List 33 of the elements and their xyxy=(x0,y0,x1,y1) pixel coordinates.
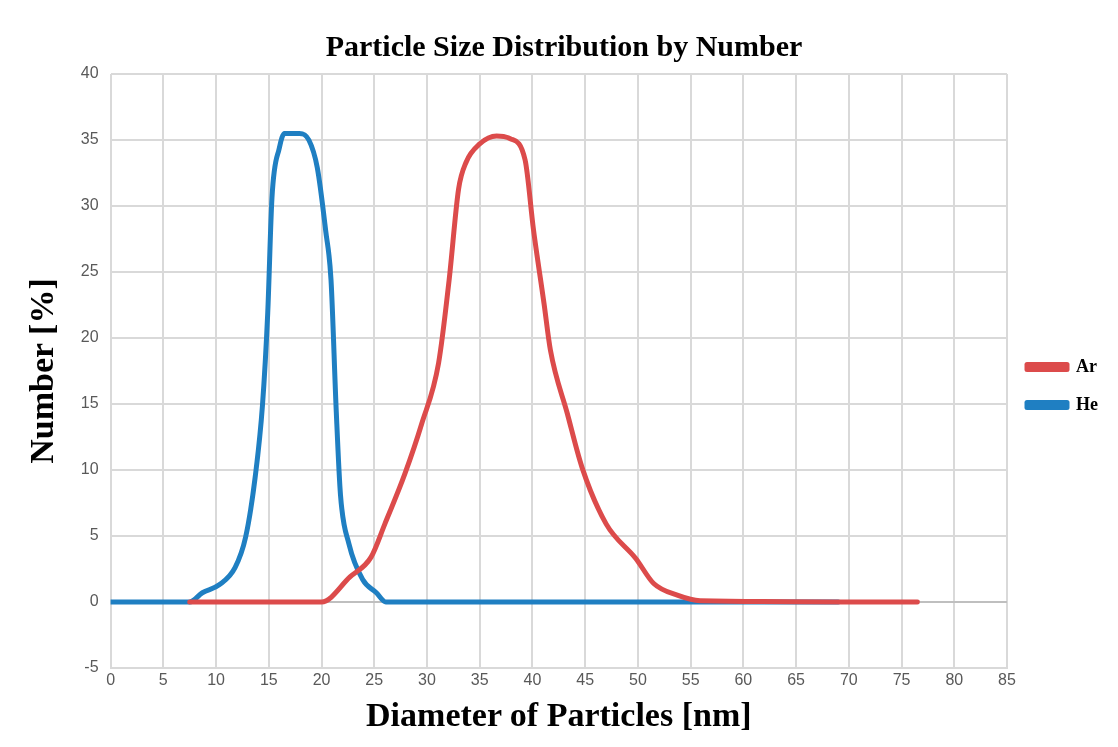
y-tick-label: 40 xyxy=(80,64,99,82)
y-axis-title: Number [%] xyxy=(23,278,61,464)
x-tick-label: 40 xyxy=(523,671,542,689)
y-tick-label: 0 xyxy=(89,592,99,610)
x-tick-label: 65 xyxy=(787,671,806,689)
x-axis-title: Diameter of Particles [nm] xyxy=(366,696,752,734)
x-tick-label: 80 xyxy=(945,671,964,689)
x-tick-label: 85 xyxy=(998,671,1017,689)
x-tick-label: 35 xyxy=(470,671,489,689)
x-tick-label: 55 xyxy=(681,671,700,689)
y-tick-label: -5 xyxy=(84,658,99,676)
legend-label: Ar xyxy=(1076,355,1098,376)
x-tick-label: 25 xyxy=(365,671,384,689)
x-tick-label: 50 xyxy=(629,671,647,689)
x-tick-label: 10 xyxy=(207,671,226,689)
y-tick-label: 15 xyxy=(80,394,99,412)
y-tick-label: 25 xyxy=(80,262,99,280)
x-tick-label: 20 xyxy=(312,671,331,689)
x-tick-label: 15 xyxy=(259,671,278,689)
y-tick-label: 35 xyxy=(80,130,99,148)
x-tick-label: 70 xyxy=(839,671,858,689)
x-tick-label: 60 xyxy=(734,671,753,689)
y-tick-label: 10 xyxy=(80,460,99,478)
chart-title: Particle Size Distribution by Number xyxy=(325,28,803,62)
x-tick-label: 75 xyxy=(892,671,911,689)
x-tick-label: 45 xyxy=(576,671,595,689)
x-tick-label: 0 xyxy=(106,671,116,689)
x-tick-label: 30 xyxy=(418,671,436,689)
y-tick-label: 5 xyxy=(89,526,99,544)
legend-label: He xyxy=(1076,393,1099,414)
x-tick-label: 5 xyxy=(158,671,168,689)
y-tick-label: 20 xyxy=(80,328,99,346)
y-tick-label: 30 xyxy=(80,196,99,214)
